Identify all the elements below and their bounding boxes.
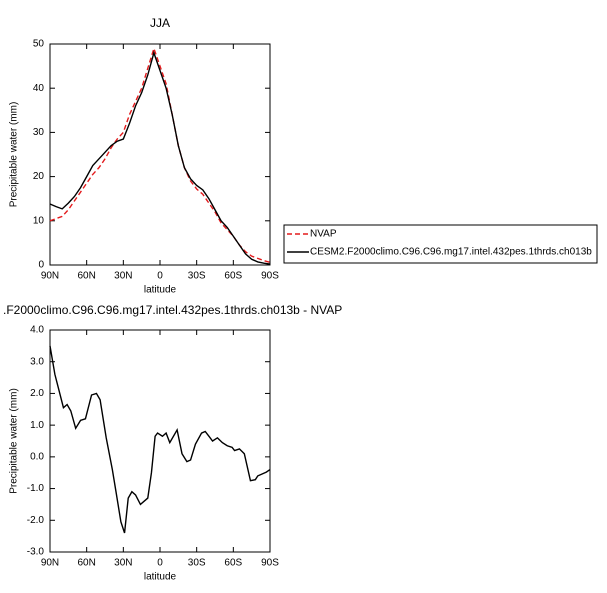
y-tick-label: 1.0 [30,420,44,431]
y-tick-label: -2.0 [27,515,45,526]
x-tick-label: 90N [41,558,59,569]
x-tick-label: 90S [261,558,279,569]
y-tick-label: 3.0 [30,356,44,367]
y-tick-label: 30 [33,127,45,138]
x-tick-label: 30N [114,558,132,569]
plot-frame [49,329,271,553]
legend-box [283,224,598,264]
y-tick-label: -3.0 [27,547,45,558]
y-tick-label: 20 [33,171,45,182]
x-tick-label: 30N [114,271,132,282]
y-tick-label: 4.0 [30,325,44,336]
legend-label: NVAP [310,229,337,240]
y-tick-label: 10 [33,215,45,226]
x-tick-label: 60S [224,271,242,282]
x-tick-label: 60N [77,271,95,282]
y-tick-label: 50 [33,39,45,50]
y-axis-label: Precipitable water (mm) [9,102,20,208]
y-tick-label: -1.0 [27,483,45,494]
x-tick-label: 90N [41,271,59,282]
chart-title: JJA [150,16,170,30]
x-axis-label: latitude [144,572,177,583]
x-tick-label: 30S [188,558,206,569]
x-tick-label: 0 [157,558,163,569]
y-tick-label: 0 [38,260,44,271]
y-tick-label: 0.0 [30,451,44,462]
y-axis-label: Precipitable water (mm) [9,388,20,494]
y-tick-label: 2.0 [30,388,44,399]
x-tick-label: 90S [261,271,279,282]
chart-title: .F2000climo.C96.C96.mg17.intel.432pes.1t… [3,303,342,317]
data-line [49,345,271,534]
x-tick-label: 0 [157,271,163,282]
x-axis-label: latitude [144,285,177,296]
legend-label: CESM2.F2000climo.C96.C96.mg17.intel.432p… [310,247,592,258]
plot-frame [49,43,271,266]
y-tick-label: 40 [33,83,45,94]
data-line [49,50,271,265]
x-tick-label: 60N [77,558,95,569]
x-tick-label: 30S [188,271,206,282]
data-line [49,46,271,264]
x-tick-label: 60S [224,558,242,569]
